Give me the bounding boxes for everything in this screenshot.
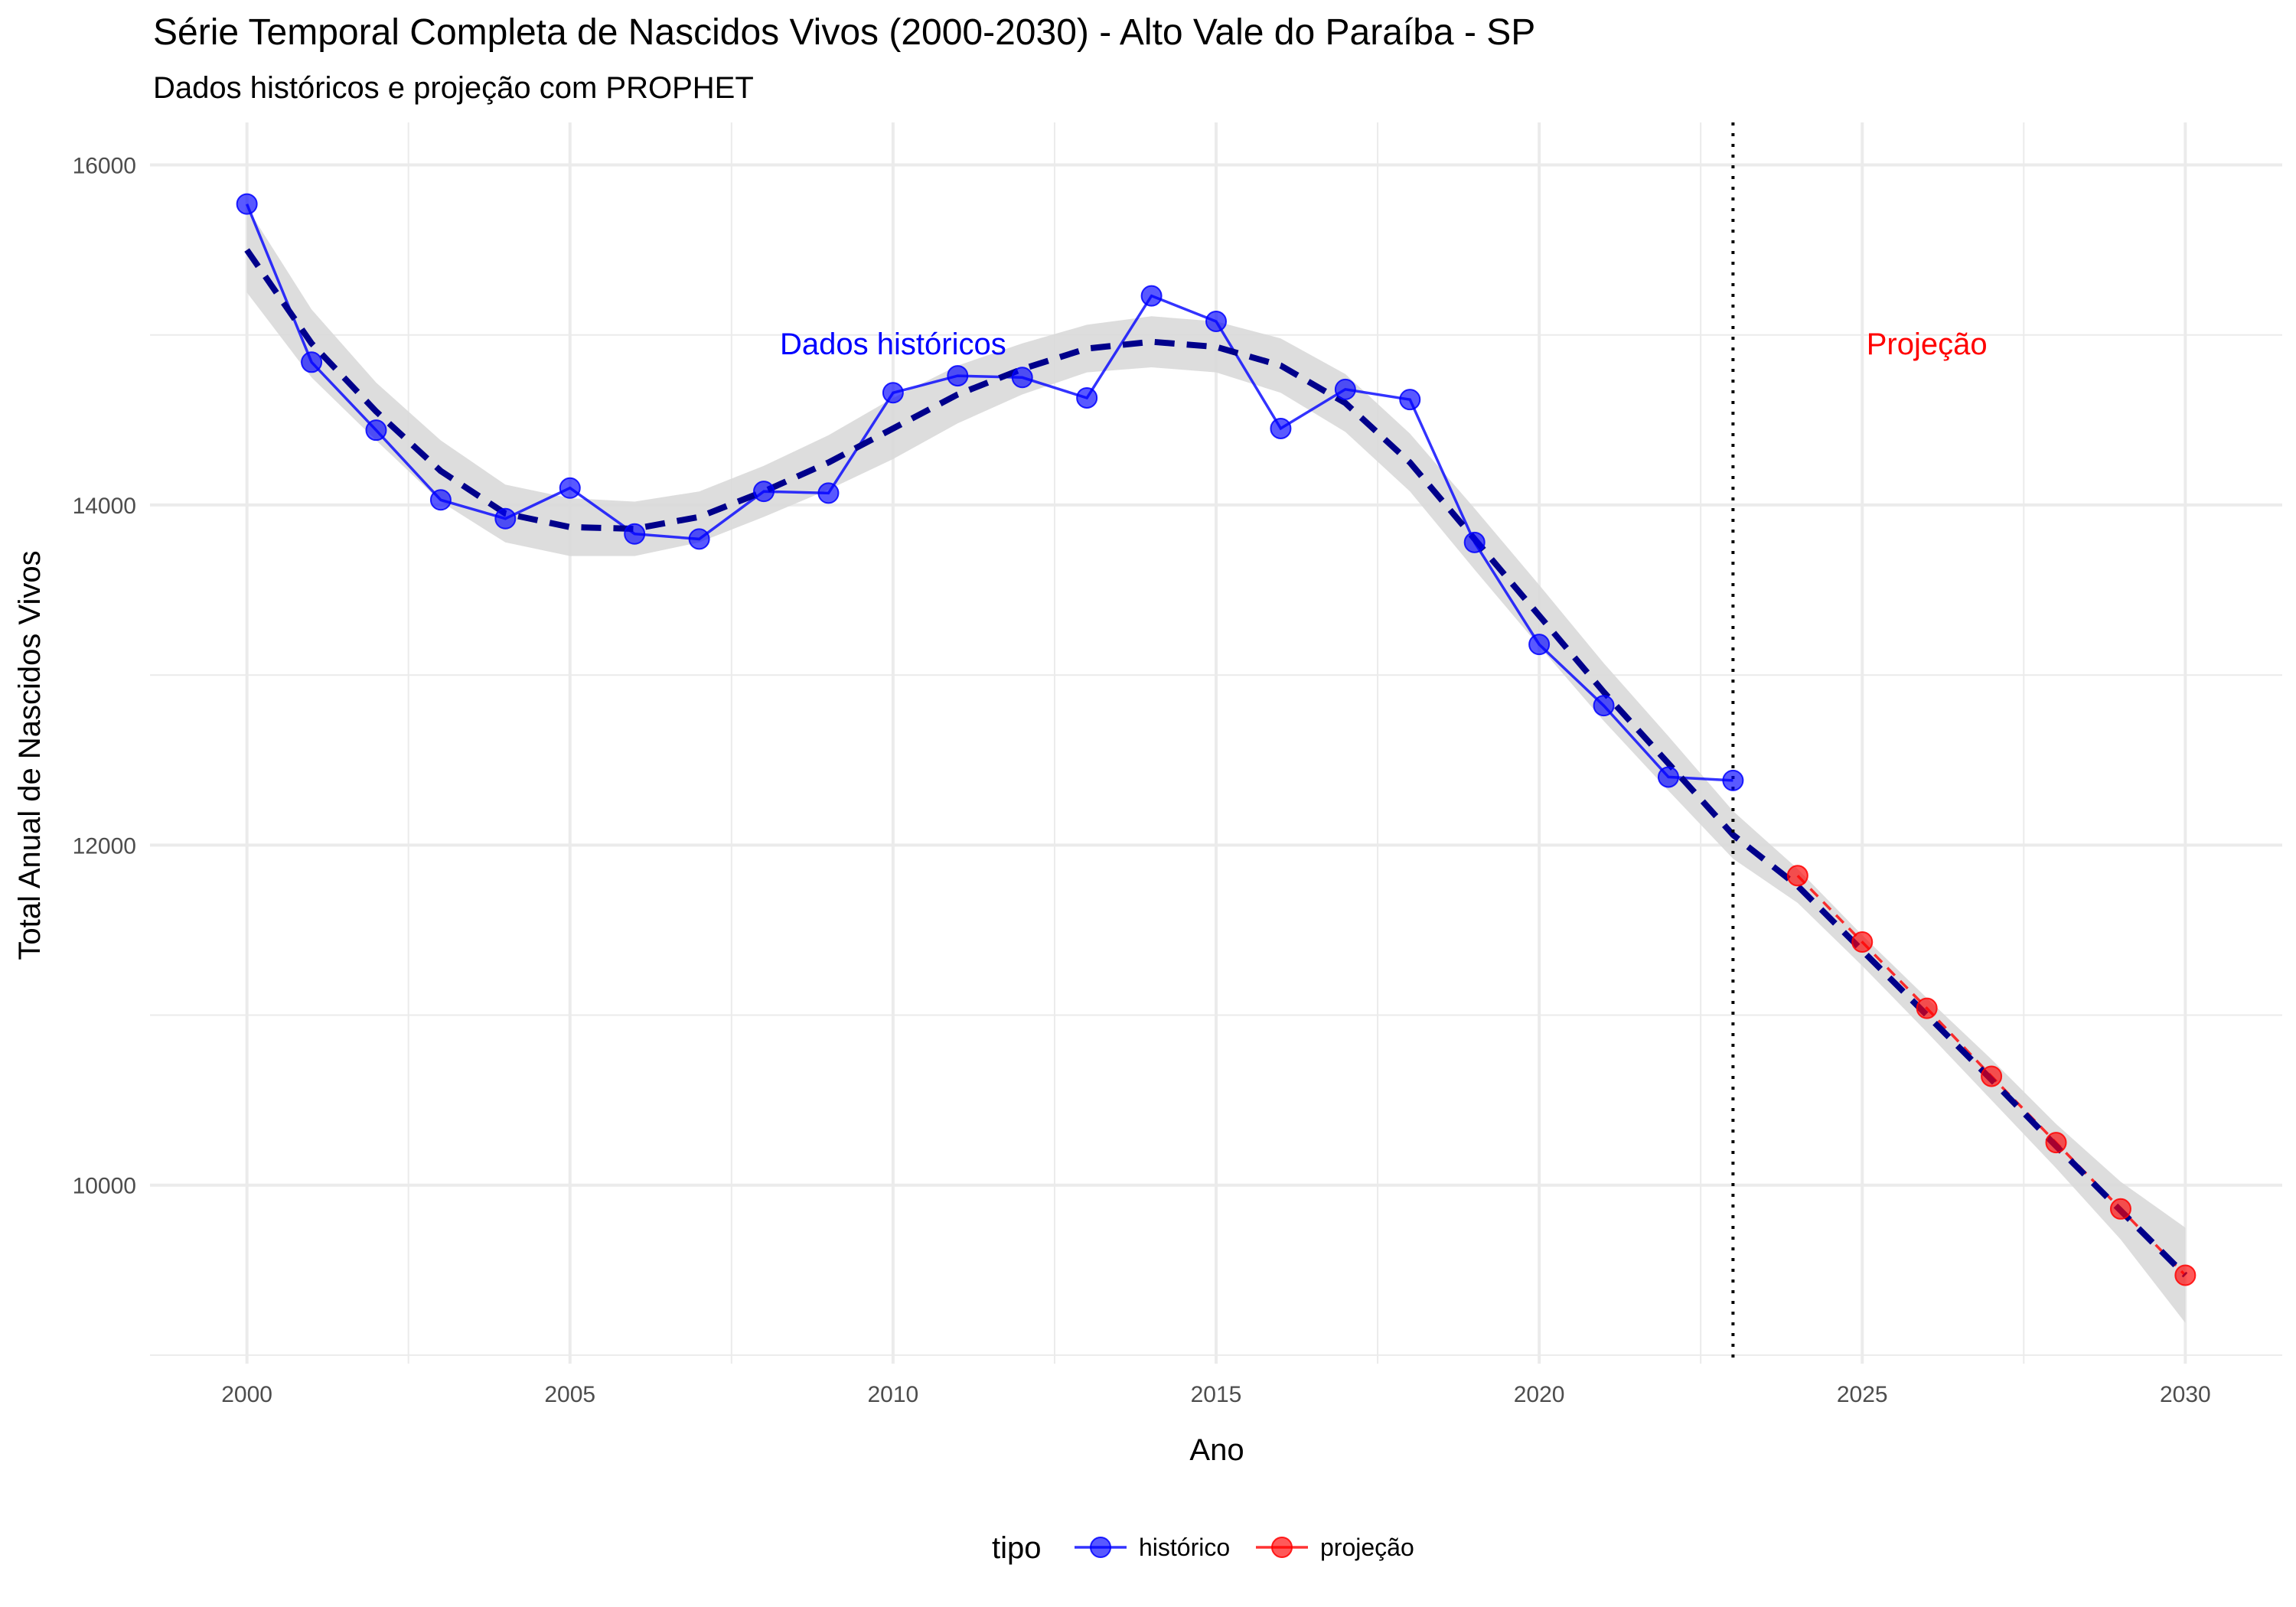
historico-point	[1593, 695, 1615, 717]
confidence-band	[246, 207, 2186, 1323]
historico-point	[688, 528, 710, 550]
x-axis-title: Ano	[1189, 1433, 1244, 1467]
historico-point	[1270, 417, 1292, 439]
y-tick-label: 10000	[73, 1174, 136, 1199]
projecao-point	[1916, 997, 1938, 1019]
legend-key-point	[1090, 1537, 1111, 1558]
historico-point	[882, 382, 904, 404]
historico-point	[753, 481, 775, 503]
historico-point	[1205, 310, 1227, 332]
projecao-point	[2174, 1264, 2197, 1286]
grid	[150, 122, 2282, 1364]
x-tick-label: 2015	[1191, 1382, 1242, 1407]
legend-key-point	[1271, 1537, 1293, 1558]
historico-point	[1140, 285, 1163, 307]
legend-title: tipo	[992, 1531, 1042, 1565]
historico-point	[301, 351, 323, 373]
historico-point	[947, 365, 969, 387]
historico-point	[817, 482, 840, 504]
x-tick-label: 2005	[544, 1382, 595, 1407]
projecao-point	[1981, 1065, 2003, 1087]
x-tick-label: 2025	[1837, 1382, 1888, 1407]
projecao-point	[2109, 1198, 2131, 1220]
legend: tipo histórico projeção	[992, 1531, 1414, 1565]
historico-point	[624, 523, 646, 545]
series-line-historico	[245, 204, 1733, 782]
projecao-point	[1786, 865, 1808, 887]
historico-point	[1528, 634, 1551, 656]
data-points	[236, 193, 2197, 1286]
annotations: Dados históricos Projeção	[780, 328, 1988, 361]
confidence-band-area	[246, 207, 2186, 1323]
projecao-point	[2045, 1132, 2067, 1154]
historico-point	[1722, 769, 1744, 791]
chart-subtitle: Dados históricos e projeção com PROPHET	[153, 71, 754, 105]
historico-point	[365, 419, 387, 442]
historico-point	[1011, 367, 1033, 389]
historico-point	[236, 193, 258, 215]
y-tick-label: 16000	[73, 154, 136, 179]
y-axis-title: Total Anual de Nascidos Vivos	[13, 550, 47, 960]
projecao-point	[1851, 931, 1874, 953]
historico-point	[1076, 386, 1098, 409]
x-tick-label: 2000	[221, 1382, 272, 1407]
x-tick-label: 2010	[868, 1382, 919, 1407]
historico-point	[1463, 531, 1486, 553]
legend-label: projeção	[1320, 1534, 1414, 1561]
tick-labels: 2000 2005 2010 2015 2020 2025 2030 10000 12000 14…	[73, 154, 2211, 1407]
y-tick-label: 14000	[73, 494, 136, 519]
x-tick-label: 2020	[1514, 1382, 1565, 1407]
annotation-label: Dados históricos	[780, 328, 1006, 361]
historico-point	[1334, 378, 1356, 400]
historico-point	[1657, 766, 1679, 788]
legend-label: histórico	[1139, 1534, 1230, 1561]
annotation-label: Projeção	[1867, 328, 1988, 361]
historico-point	[494, 507, 517, 530]
historico-point	[559, 477, 581, 499]
historico-point	[429, 489, 452, 511]
y-tick-label: 12000	[73, 833, 136, 859]
historico-point	[1399, 389, 1421, 411]
chart-title: Série Temporal Completa de Nascidos Vivo…	[153, 12, 1535, 53]
x-tick-label: 2030	[2160, 1382, 2211, 1407]
